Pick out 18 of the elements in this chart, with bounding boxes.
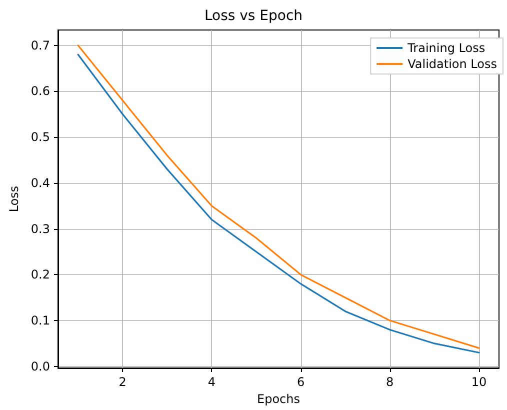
legend-label: Validation Loss [408, 57, 497, 71]
x-axis-title: Epochs [257, 392, 300, 406]
chart-title: Loss vs Epoch [204, 8, 303, 24]
y-tick-label: 0.2 [30, 268, 50, 282]
x-tick-label: 4 [208, 375, 216, 389]
y-tick-label: 0.0 [30, 359, 50, 374]
x-tick-label: 8 [386, 375, 394, 389]
y-tick-label: 0.6 [30, 84, 50, 98]
x-tick-label: 6 [296, 375, 305, 389]
y-tick-label: 0.4 [30, 176, 50, 190]
y-tick-label: 0.3 [30, 222, 50, 236]
x-tick-label: 2 [118, 375, 126, 389]
y-axis-title: Loss [7, 186, 21, 212]
y-tick-label: 0.1 [30, 314, 50, 328]
y-tick-label: 0.5 [30, 130, 50, 144]
x-tick-label: 10 [471, 375, 487, 389]
legend-label: Training Loss [406, 41, 486, 55]
y-tick-label: 0.7 [30, 38, 50, 52]
